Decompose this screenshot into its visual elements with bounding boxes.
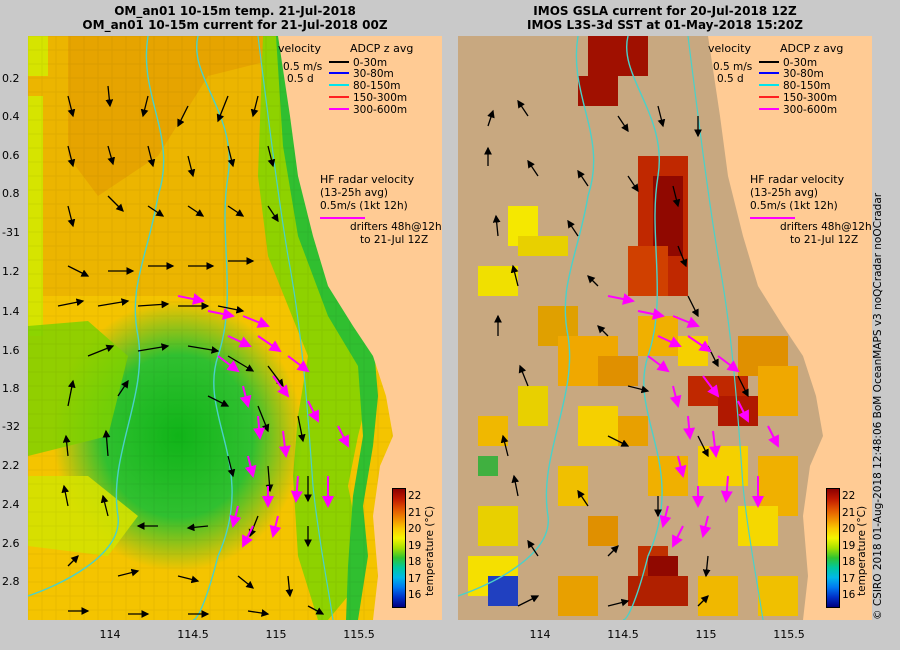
x-tick-label: 115 — [695, 628, 717, 641]
cbar-tick: 16 — [408, 589, 422, 601]
y-tick-label: 1.2 — [2, 265, 20, 278]
credit-text: © CSIRO 2018 01-Aug-2018 12:48:06 BoM Oc… — [872, 192, 884, 620]
drifters-label: drifters 48h@12h — [780, 221, 872, 233]
right-title: IMOS GSLA current for 20-Jul-2018 12Z IM… — [458, 4, 872, 32]
hf-avg: (13-25h avg) — [750, 187, 818, 199]
drifters-to-label: to 21-Jul 12Z — [790, 234, 858, 246]
isobath-shelf — [687, 36, 764, 620]
adcp-label-1: 30-80m — [783, 68, 824, 80]
adcp-label-4: 300-600m — [353, 104, 407, 116]
x-tick-label: 114 — [529, 628, 551, 641]
drifters-to-label: to 21-Jul 12Z — [360, 234, 428, 246]
cbar-tick: 19 — [842, 539, 856, 552]
cbar-tick: 18 — [842, 556, 856, 568]
adcp-label-1: 30-80m — [353, 68, 394, 80]
adcp-title: ADCP z avg — [780, 42, 843, 55]
left-title-line1: OM_an01 10-15m temp. 21-Jul-2018 — [114, 4, 356, 18]
y-tick-label: 0.4 — [2, 110, 20, 123]
y-tick-label: 1.8 — [2, 382, 20, 395]
model-map-svg — [28, 36, 442, 620]
y-tick-label: 1.6 — [2, 344, 20, 357]
y-tick-label: 0.8 — [2, 187, 20, 200]
velocity-scale: 0.5 m/s — [713, 61, 752, 73]
velocity-label: velocity — [278, 42, 321, 55]
cbar-tick: 18 — [408, 556, 422, 568]
adcp-label-3: 150-300m — [783, 92, 837, 104]
hf-scale: 0.5m/s (1kt 12h) — [320, 200, 408, 212]
cbar-tick: 20 — [408, 523, 422, 535]
velocity-time: 0.5 d — [717, 73, 744, 85]
adcp-legend-items: 0-30m 30-80m 80-150m 150-300m 300-600m — [329, 57, 407, 116]
left-title: OM_an01 10-15m temp. 21-Jul-2018 OM_an01… — [28, 4, 442, 32]
cbar-tick: 16 — [842, 589, 856, 601]
isobath-mid — [192, 36, 233, 620]
isobath-mid — [622, 36, 663, 620]
isobath-shelf — [257, 36, 334, 620]
cbar-tick: 22 — [842, 490, 856, 502]
adcp-label-3: 150-300m — [353, 92, 407, 104]
land-mass — [708, 36, 872, 620]
velocity-time: 0.5 d — [287, 73, 314, 85]
y-tick-label: -32 — [2, 420, 20, 433]
right-title-line1: IMOS GSLA current for 20-Jul-2018 12Z — [533, 4, 797, 18]
left-title-line2: OM_an01 10-15m current for 21-Jul-2018 0… — [82, 18, 388, 32]
hf-title: HF radar velocity — [320, 173, 415, 186]
right-colorbar-ticks: 22 21 20 19 18 17 16 — [842, 488, 855, 604]
y-tick-label: 1.4 — [2, 305, 20, 318]
adcp-label-2: 80-150m — [353, 80, 400, 92]
x-tick-label: 115 — [265, 628, 287, 641]
adcp-title: ADCP z avg — [350, 42, 413, 55]
satellite-map-svg — [458, 36, 872, 620]
y-tick-label: 0.2 — [2, 72, 20, 85]
cbar-tick: 22 — [408, 490, 422, 502]
y-tick-label: 2.6 — [2, 537, 20, 550]
cbar-tick: 17 — [408, 572, 422, 585]
left-colorbar-ticks: 22 21 20 19 18 17 16 — [408, 488, 421, 604]
x-tick-label: 114.5 — [177, 628, 209, 641]
x-tick-label: 115.5 — [343, 628, 375, 641]
cbar-tick: 19 — [408, 539, 422, 552]
right-colorbar-label: temperature (°C) — [856, 505, 868, 596]
y-tick-label: -31 — [2, 226, 20, 239]
x-tick-label: 114 — [99, 628, 121, 641]
left-colorbar-label: temperature (°C) — [424, 505, 436, 596]
hf-avg: (13-25h avg) — [320, 187, 388, 199]
cbar-tick: 21 — [842, 506, 856, 519]
left-colorbar — [392, 488, 406, 608]
cbar-tick: 20 — [842, 523, 856, 535]
isobath-deep — [458, 36, 595, 597]
right-title-line2: IMOS L3S-3d SST at 01-May-2018 15:20Z — [527, 18, 803, 32]
velocity-scale: 0.5 m/s — [283, 61, 322, 73]
y-tick-label: 2.8 — [2, 575, 20, 588]
gsla-current-arrows — [484, 99, 749, 607]
y-tick-label: 2.2 — [2, 459, 20, 472]
drifters-label: drifters 48h@12h — [350, 221, 442, 233]
y-tick-label: 0.6 — [2, 149, 20, 162]
adcp-label-4: 300-600m — [783, 104, 837, 116]
velocity-label: velocity — [708, 42, 751, 55]
y-tick-label: 2.4 — [2, 498, 20, 511]
x-tick-label: 114.5 — [607, 628, 639, 641]
adcp-label-0: 0-30m — [353, 57, 387, 69]
hf-radar-arrows — [177, 293, 349, 548]
right-colorbar — [826, 488, 840, 608]
hf-radar-arrows — [607, 293, 779, 548]
adcp-legend-items: 0-30m 30-80m 80-150m 150-300m 300-600m — [759, 57, 837, 116]
x-tick-label: 115.5 — [773, 628, 805, 641]
adcp-label-0: 0-30m — [783, 57, 817, 69]
hf-scale: 0.5m/s (1kt 12h) — [750, 200, 838, 212]
land-mass — [278, 36, 442, 620]
model-temperature-map — [28, 36, 442, 620]
cbar-tick: 21 — [408, 506, 422, 519]
cbar-tick: 17 — [842, 572, 856, 585]
isobath-deep — [28, 36, 165, 597]
hf-title: HF radar velocity — [750, 173, 845, 186]
adcp-label-2: 80-150m — [783, 80, 830, 92]
right-legend: velocity 0.5 m/s 0.5 d ADCP z avg 0-30m … — [708, 42, 872, 246]
left-legend: velocity 0.5 m/s 0.5 d ADCP z avg 0-30m … — [278, 42, 442, 246]
satellite-sst-map — [458, 36, 872, 620]
model-current-arrows — [57, 85, 325, 618]
